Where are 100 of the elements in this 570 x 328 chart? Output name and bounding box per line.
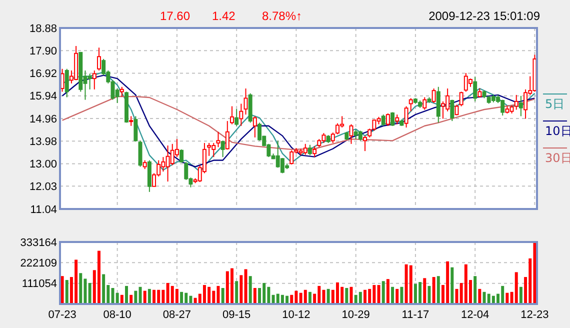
bar xyxy=(180,292,184,304)
bar xyxy=(455,288,458,304)
candlestick xyxy=(64,68,69,98)
bar xyxy=(221,288,224,304)
candlestick xyxy=(230,106,234,125)
x-tick-label: 11-17 xyxy=(402,309,430,321)
bar xyxy=(326,288,330,304)
bar xyxy=(60,276,64,304)
candlestick xyxy=(363,135,367,152)
bar xyxy=(152,290,156,304)
y-tick-label: 13.00 xyxy=(29,158,57,171)
bar xyxy=(400,286,404,304)
bar xyxy=(382,281,385,304)
y-tick-label: 17.90 xyxy=(29,45,57,58)
bar xyxy=(102,274,106,304)
bar xyxy=(308,292,312,304)
bar xyxy=(175,288,178,304)
candlestick xyxy=(408,98,413,112)
candlestick xyxy=(244,88,248,116)
candlestick xyxy=(518,95,523,117)
y-tick-label: 12.03 xyxy=(29,180,57,193)
candlestick xyxy=(524,88,528,120)
bar xyxy=(519,286,522,304)
legend-label: 30日 xyxy=(545,151,570,165)
bar xyxy=(65,280,68,304)
candlestick xyxy=(220,140,225,158)
bar xyxy=(474,276,477,304)
candlestick xyxy=(234,108,239,126)
candlestick xyxy=(129,116,134,126)
bar xyxy=(450,267,454,304)
bar xyxy=(396,288,399,304)
bar xyxy=(409,265,412,304)
candlestick xyxy=(432,88,436,104)
candlestick xyxy=(207,142,212,156)
bar xyxy=(345,288,348,304)
candlestick xyxy=(92,70,96,90)
candlestick xyxy=(390,112,395,126)
x-tick-label: 08-10 xyxy=(103,309,132,321)
text: 2009-12-23 15:01:09 xyxy=(428,9,540,23)
y-tick-label: 14.96 xyxy=(29,113,57,126)
bar xyxy=(148,288,151,304)
bar xyxy=(134,290,138,304)
candlestick xyxy=(252,116,257,138)
y-tick-label: 16.92 xyxy=(29,68,57,80)
y-tick-label: 11.04 xyxy=(30,204,57,216)
candlestick xyxy=(349,124,354,144)
candlestick xyxy=(473,76,478,102)
text: 8.78%↑ xyxy=(262,9,302,23)
bar xyxy=(391,286,394,304)
bar xyxy=(428,286,431,304)
candlestick xyxy=(180,148,184,164)
bar xyxy=(97,250,100,304)
candlestick xyxy=(450,99,454,122)
bar xyxy=(143,290,146,304)
candlestick xyxy=(330,132,335,144)
candlestick xyxy=(312,146,317,158)
candlestick xyxy=(459,91,464,107)
candlestick xyxy=(138,140,142,168)
candlestick xyxy=(454,104,459,116)
bar xyxy=(478,288,482,304)
candlestick xyxy=(381,114,386,126)
y-tick-label: 15.94 xyxy=(29,90,57,103)
bar xyxy=(116,292,119,304)
bar xyxy=(506,292,509,304)
x-tick-label: 12-04 xyxy=(461,309,490,321)
candlestick xyxy=(386,112,390,126)
bar xyxy=(377,285,380,304)
candlestick xyxy=(358,130,362,142)
x-tick-label: 08-27 xyxy=(162,309,192,321)
candlestick xyxy=(120,86,124,98)
legend-label: 5日 xyxy=(545,97,565,111)
bar xyxy=(88,282,92,304)
candlestick xyxy=(239,103,244,126)
bar xyxy=(235,281,238,304)
y-tick-label: 222109 xyxy=(20,258,57,270)
x-tick-label: 10-12 xyxy=(282,309,310,321)
bar xyxy=(248,276,252,304)
candlestick xyxy=(395,114,400,125)
x-tick-label: 09-15 xyxy=(222,309,251,321)
bar xyxy=(358,292,362,304)
candlestick xyxy=(96,47,101,71)
bar xyxy=(240,275,243,304)
x-tick-label: 12-23 xyxy=(520,309,549,321)
candlestick xyxy=(422,96,427,110)
bar xyxy=(432,277,436,304)
candlestick xyxy=(303,143,308,156)
bar xyxy=(304,290,307,304)
candlestick xyxy=(134,116,138,142)
bar xyxy=(436,276,440,304)
candlestick xyxy=(184,161,188,180)
bar xyxy=(79,273,82,304)
candlestick xyxy=(514,94,518,110)
y-tick-label: 333164 xyxy=(20,236,57,249)
bar xyxy=(514,272,518,304)
bar xyxy=(386,279,390,304)
candlestick xyxy=(404,106,408,128)
bar xyxy=(253,288,256,304)
bar xyxy=(423,278,426,304)
y-tick-label: 111054 xyxy=(22,278,57,290)
candlestick xyxy=(225,120,230,150)
